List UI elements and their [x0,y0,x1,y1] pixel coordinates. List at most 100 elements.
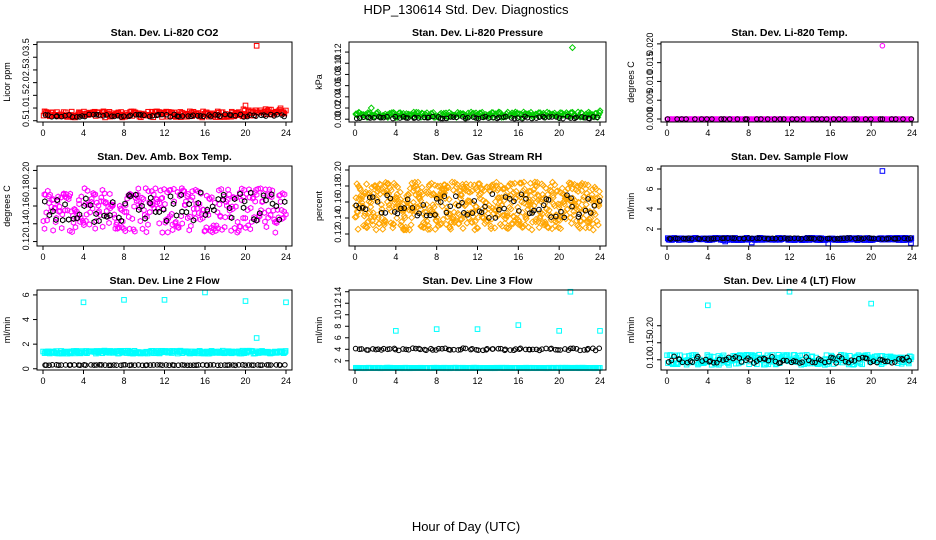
y-tick-label: 0.02 [333,99,343,117]
data-point [495,345,502,352]
data-point [212,112,219,118]
data-point [239,362,246,368]
y-tick-label: 0.12 [333,225,343,243]
data-point [471,218,479,226]
data-point [147,362,154,368]
data-point [831,236,838,242]
data-point [409,205,416,211]
data-point [587,210,594,216]
data-point [453,188,461,196]
series-orange [351,178,604,234]
data-point [217,113,223,119]
x-tick-label: 16 [825,376,835,386]
data-point [430,203,438,211]
data-point [147,194,154,202]
data-point [268,362,274,368]
x-tick-label: 12 [472,128,482,138]
data-point [560,115,566,122]
data-point [80,299,87,306]
data-point [526,210,533,217]
data-point [231,194,237,201]
panel-title: Stan. Dev. Li-820 Temp. [731,27,847,39]
data-point [381,218,390,226]
data-point [367,104,375,112]
x-tick-label: 0 [352,376,357,386]
y-axis-label: percent [314,190,324,221]
data-point [272,229,279,236]
data-point [369,194,376,200]
data-point [176,113,182,120]
data-point [112,225,119,232]
data-point [754,235,760,241]
data-point [879,357,886,363]
data-point [282,349,288,355]
data-point [216,187,222,194]
data-point [156,220,162,227]
data-point [439,215,447,223]
data-point [381,216,389,224]
series-cyan [352,288,603,372]
x-tick-label: 4 [705,376,710,386]
data-point [692,116,698,122]
panel-4: Stan. Dev. Amb. Box Temp. degrees C 0 4 8 12 1… [2,151,293,262]
data-point [563,205,572,213]
data-point [573,205,581,214]
panel-title: Stan. Dev. Li-820 CO2 [111,27,219,39]
data-point [59,216,66,224]
data-point [194,113,201,119]
data-point [127,193,133,200]
data-point [131,203,137,210]
data-point [515,322,522,328]
data-point [247,204,254,212]
data-point [695,353,701,360]
data-point [263,113,269,119]
data-point [276,192,282,199]
data-point [415,115,422,121]
data-point [143,228,150,236]
data-point [558,208,564,215]
data-point [273,202,280,210]
data-point [69,228,75,236]
data-point [780,116,787,122]
data-point [242,214,248,222]
data-point [502,224,510,232]
data-point [402,223,410,231]
data-point [408,214,416,222]
data-point [242,224,249,231]
data-point [420,202,427,208]
data-point [784,235,791,242]
data-point [483,346,490,353]
data-point [579,114,585,120]
data-point [475,191,483,200]
data-point [901,235,908,242]
data-point [874,359,880,366]
data-point [452,193,459,199]
data-point [205,211,212,219]
x-tick-label: 20 [240,252,250,262]
data-point [282,362,288,368]
data-point [414,203,422,211]
data-point [482,203,488,210]
x-tick-label: 0 [664,376,669,386]
data-point [562,346,568,352]
data-point [86,221,93,228]
data-point [410,345,416,351]
y-tick-label: 10 [333,310,343,320]
data-point [570,211,578,219]
data-point [418,183,426,192]
data-point [438,202,446,210]
y-tick-label: 0.20 [333,161,343,179]
data-point [53,216,59,223]
x-tick-label: 12 [784,128,794,138]
data-point [859,361,866,368]
x-tick-label: 20 [866,128,876,138]
data-point [147,200,153,207]
data-point [353,208,362,217]
data-point [696,236,703,242]
data-point [748,239,755,246]
data-point [564,113,571,120]
data-point [276,216,283,223]
data-point [397,115,403,121]
data-point [143,362,150,368]
y-tick-label: 2.0 [21,76,31,89]
